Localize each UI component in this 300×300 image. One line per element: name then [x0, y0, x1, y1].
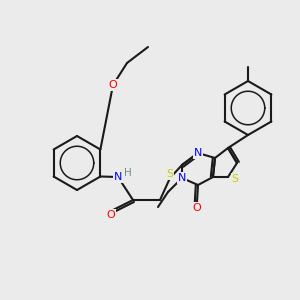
Text: S: S: [167, 169, 174, 179]
Text: N: N: [178, 173, 186, 183]
Text: N: N: [114, 172, 122, 182]
Text: O: O: [106, 210, 116, 220]
Text: O: O: [193, 203, 201, 213]
Text: S: S: [231, 174, 239, 184]
Text: O: O: [109, 80, 117, 90]
Text: H: H: [124, 168, 132, 178]
Text: N: N: [194, 148, 202, 158]
